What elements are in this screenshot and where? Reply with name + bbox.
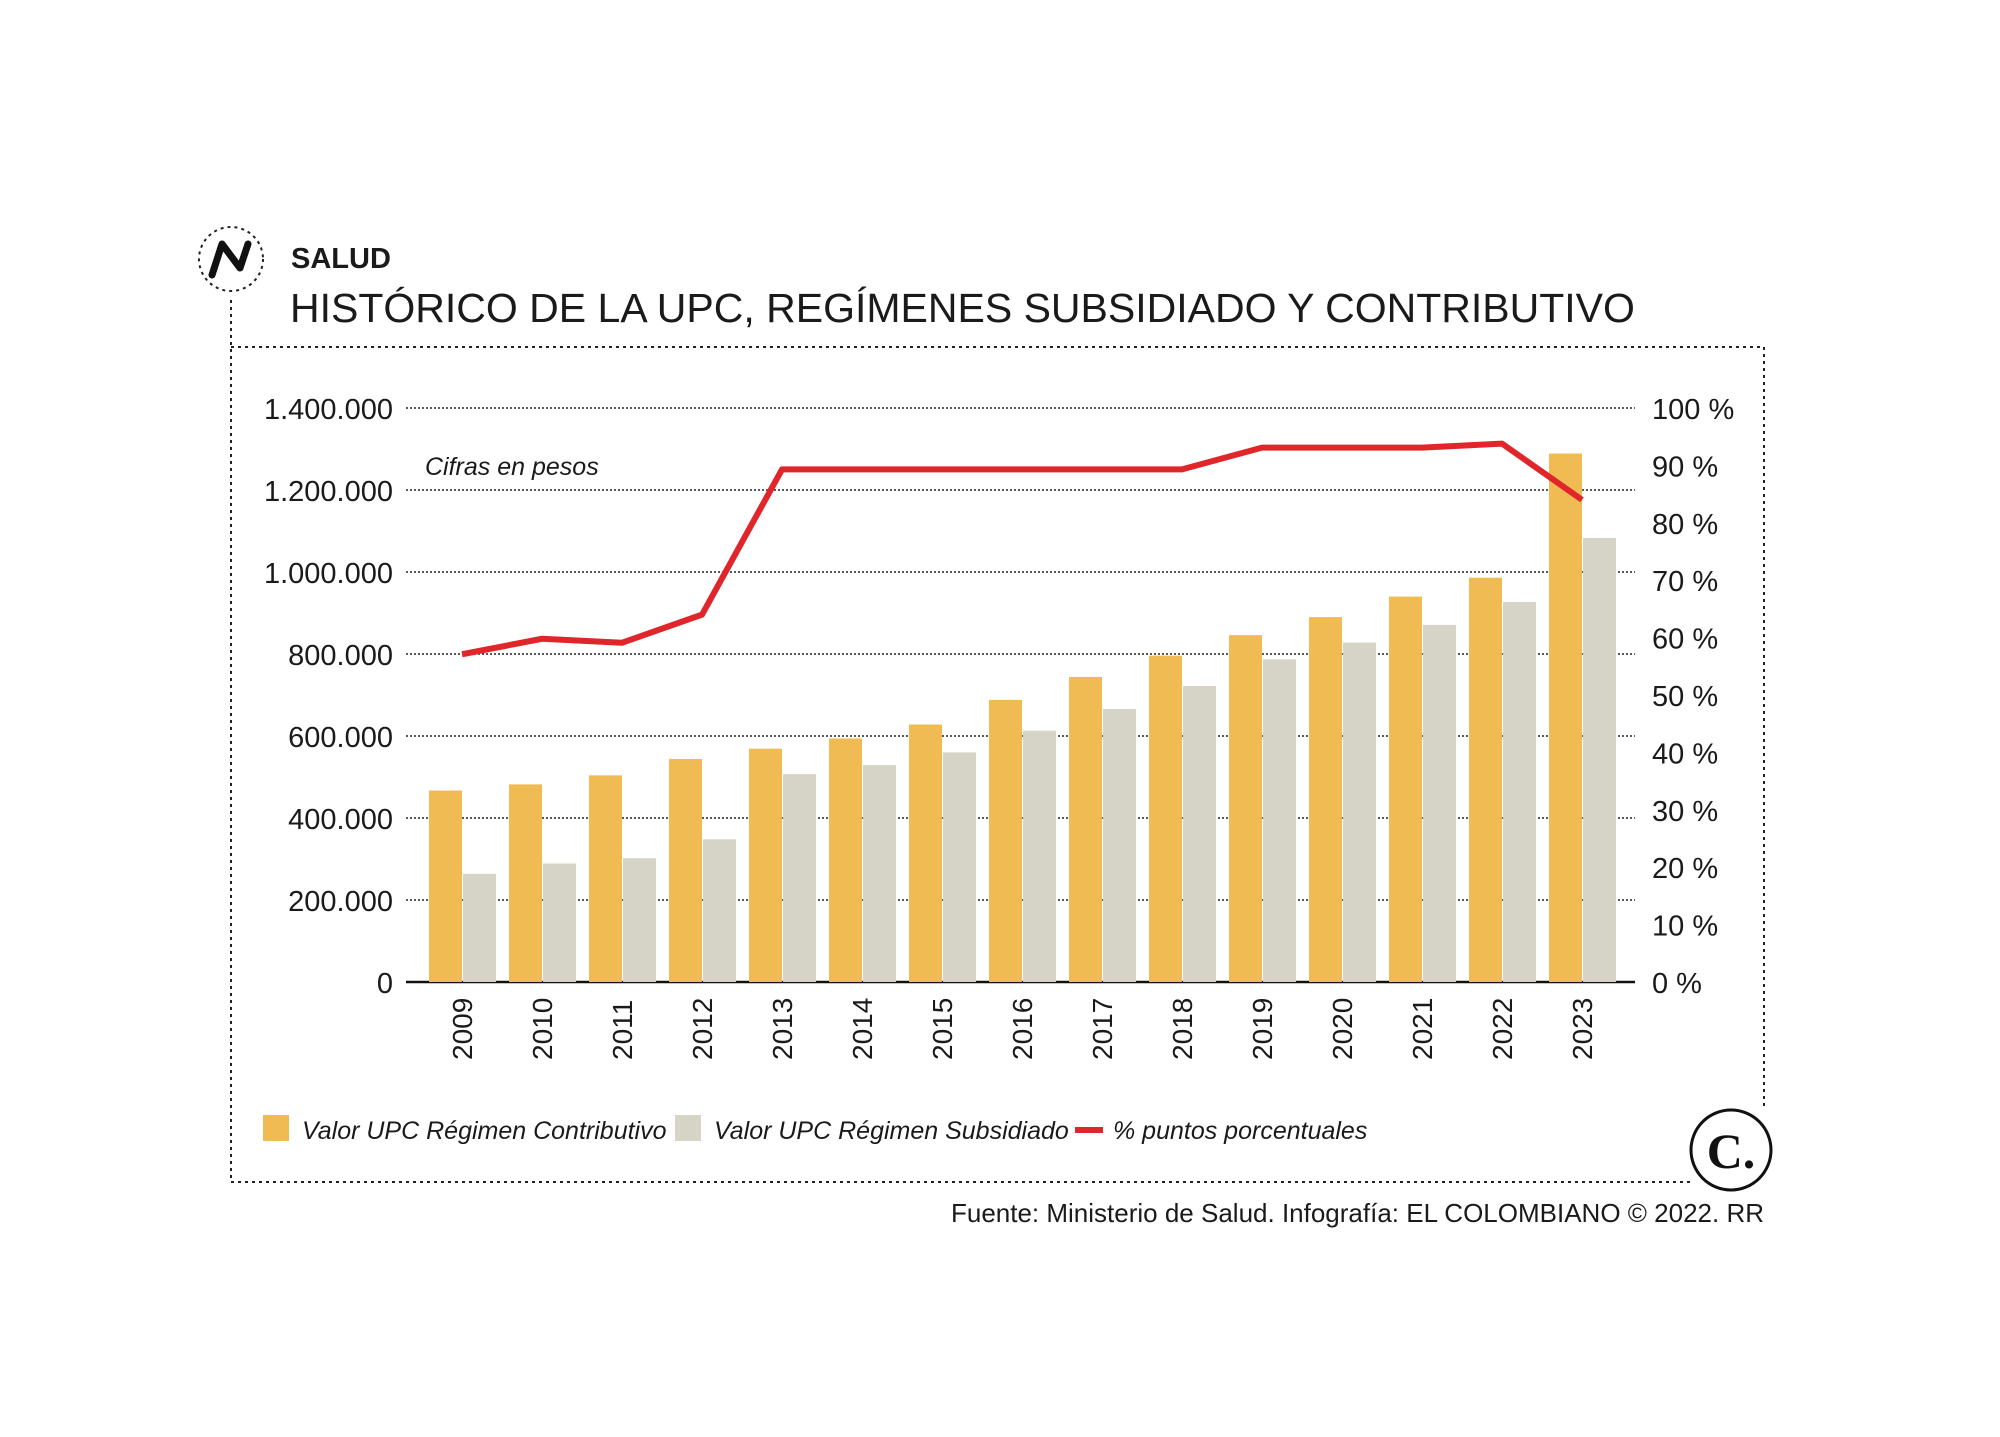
x-tick-label: 2018: [1167, 998, 1198, 1060]
bar-subsidiado-2013: [783, 774, 816, 982]
y-tick-label: 800.000: [288, 640, 393, 672]
bar-subsidiado-2010: [543, 863, 576, 982]
source-credit: Fuente: Ministerio de Salud. Infografía:…: [951, 1198, 1764, 1228]
bar-contributivo-2020: [1309, 617, 1342, 982]
x-tick-label: 2014: [847, 998, 878, 1060]
bar-contributivo-2019: [1229, 635, 1262, 982]
bar-subsidiado-2018: [1183, 685, 1216, 982]
x-tick-label: 2012: [687, 998, 718, 1060]
y-right-tick-label: 10 %: [1652, 911, 1718, 943]
x-tick-label: 2015: [927, 998, 958, 1060]
bar-subsidiado-2021: [1423, 624, 1456, 982]
y-right-tick-label: 0 %: [1652, 968, 1702, 1000]
y-right-tick-label: 80 %: [1652, 509, 1718, 541]
legend-subsidiado: Valor UPC Régimen Subsidiado: [714, 1117, 1069, 1145]
bar-contributivo-2018: [1149, 655, 1182, 982]
x-tick-label: 2019: [1247, 998, 1278, 1060]
y-tick-label: 1.200.000: [264, 476, 393, 508]
x-tick-label: 2010: [527, 998, 558, 1060]
brand-logo-text: C.: [1707, 1123, 1756, 1179]
left-axis: 0 200.000 400.000 600.000 800.000 1.000.000 1.…: [264, 394, 393, 1000]
y-right-tick-label: 70 %: [1652, 566, 1718, 598]
bar-subsidiado-2011: [623, 858, 656, 982]
y-right-tick-label: 20 %: [1652, 853, 1718, 885]
legend-contributivo: Valor UPC Régimen Contributivo: [302, 1117, 667, 1145]
bar-contributivo-2009: [429, 790, 462, 982]
bar-contributivo-2015: [909, 724, 942, 982]
bar-contributivo-2021: [1389, 596, 1422, 982]
x-tick-label: 2022: [1487, 998, 1518, 1060]
bars: [429, 453, 1616, 982]
y-tick-label: 600.000: [288, 722, 393, 754]
y-right-tick-label: 50 %: [1652, 681, 1718, 713]
bar-subsidiado-2009: [463, 873, 496, 982]
bar-subsidiado-2014: [863, 765, 896, 982]
bar-contributivo-2010: [509, 784, 542, 982]
y-right-tick-label: 40 %: [1652, 738, 1718, 770]
brand-logo: C.: [1689, 1108, 1773, 1192]
bar-subsidiado-2020: [1343, 642, 1376, 982]
x-tick-label: 2013: [767, 998, 798, 1060]
chart-title: HISTÓRICO DE LA UPC, REGÍMENES SUBSIDIAD…: [290, 285, 1635, 331]
y-tick-label: 400.000: [288, 804, 393, 836]
x-tick-label: 2011: [607, 1000, 638, 1060]
n-logo-icon: [208, 240, 252, 279]
section-label: SALUD: [291, 243, 391, 275]
section-logo: [198, 226, 264, 292]
bar-contributivo-2011: [589, 775, 622, 982]
bar-contributivo-2014: [829, 738, 862, 982]
bar-contributivo-2023: [1549, 453, 1582, 982]
bar-contributivo-2022: [1469, 577, 1502, 982]
legend-swatch-contributivo: [263, 1115, 289, 1141]
bar-subsidiado-2012: [703, 839, 736, 982]
y-tick-label: 200.000: [288, 886, 393, 918]
y-right-tick-label: 60 %: [1652, 624, 1718, 656]
bar-contributivo-2016: [989, 699, 1022, 982]
bar-contributivo-2017: [1069, 676, 1102, 982]
x-tick-label: 2017: [1087, 998, 1118, 1060]
x-tick-label: 2016: [1007, 998, 1038, 1060]
bar-contributivo-2013: [749, 748, 782, 982]
x-tick-label: 2021: [1407, 998, 1438, 1060]
y-tick-label: 1.400.000: [264, 394, 393, 426]
legend-percent: % puntos porcentuales: [1113, 1117, 1367, 1145]
bar-subsidiado-2017: [1103, 708, 1136, 982]
bar-contributivo-2012: [669, 758, 702, 982]
dotted-frame: [230, 300, 1765, 1183]
annotation-cifras: Cifras en pesos: [425, 453, 599, 481]
y-right-tick-label: 100 %: [1652, 394, 1734, 426]
legend-swatch-percent: [1075, 1127, 1103, 1133]
right-axis: 0 % 10 % 20 % 30 % 40 % 50 % 60 % 70 % 80 % 90 % 1…: [1652, 394, 1734, 1000]
bar-subsidiado-2019: [1263, 659, 1296, 982]
x-axis: 2009 2010 2011 2012 2013 2014 2015 2016 2017 2018…: [447, 998, 1598, 1060]
y-right-tick-label: 30 %: [1652, 796, 1718, 828]
percent-line-series: [461, 440, 1584, 658]
x-tick-label: 2023: [1567, 998, 1598, 1060]
bar-subsidiado-2022: [1503, 601, 1536, 982]
x-tick-label: 2009: [447, 998, 478, 1060]
y-tick-label: 0: [377, 968, 393, 1000]
x-tick-label: 2020: [1327, 998, 1358, 1060]
bar-subsidiado-2016: [1023, 730, 1056, 982]
legend: Valor UPC Régimen Contributivo Valor UPC…: [263, 1115, 1367, 1145]
bar-subsidiado-2015: [943, 752, 976, 982]
bar-subsidiado-2023: [1583, 537, 1616, 982]
y-right-tick-label: 90 %: [1652, 451, 1718, 483]
y-tick-label: 1.000.000: [264, 558, 393, 590]
legend-swatch-subsidiado: [675, 1115, 701, 1141]
